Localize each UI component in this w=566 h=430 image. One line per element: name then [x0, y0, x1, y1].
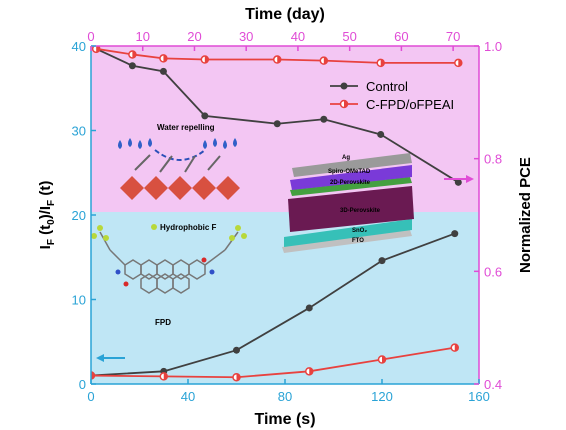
- chart1-control-point-5: [320, 115, 328, 123]
- chart0-c-fpd-ofpeai-point-5: [450, 343, 459, 352]
- layer-sno2-label: SnO₂: [352, 228, 367, 234]
- left-tick-label-4: 40: [72, 39, 86, 54]
- chart0-control-point-2: [233, 346, 240, 354]
- layer-2d-label: 2D-Perovskite: [330, 180, 371, 186]
- chart1-c-fpd-ofpeai-point-6: [376, 58, 385, 68]
- water-repelling-label: Water repelling: [157, 123, 215, 132]
- right-arrow-icon: [444, 175, 474, 183]
- chart1-control-point-4: [273, 120, 281, 128]
- fpd-molecule-inset: Hydrophobic F FPD: [91, 223, 247, 327]
- chart1-c-fpd-ofpeai-point-1: [128, 50, 137, 59]
- chart1-control-line: [95, 48, 459, 184]
- right-tick-label-1: 0.6: [484, 264, 502, 279]
- layer-spiro-label: Spiro-OMeTAD: [328, 169, 371, 175]
- chart1-c-fpd-ofpeai-point-3: [200, 55, 210, 64]
- repel-dashed-arc: [154, 149, 206, 161]
- bottom-tick-label-3: 120: [371, 389, 393, 404]
- chart1-control-point-7: [454, 178, 462, 186]
- chart0-c-fpd-ofpeai-point-1: [159, 372, 168, 381]
- top-tick-label-3: 30: [239, 29, 253, 44]
- chart1-control-point-3: [201, 112, 209, 120]
- top-tick-label-2: 20: [187, 29, 201, 44]
- chart1-control-point-6: [377, 130, 385, 138]
- left-tick-label-0: 0: [79, 377, 86, 392]
- chart0-c-fpd-ofpeai-point-3: [305, 367, 314, 376]
- fpd-molecule-icon: [99, 231, 239, 294]
- legend-cfpd-label: C-FPD/oFPEAI: [366, 97, 454, 112]
- chart1-control-point-2: [159, 67, 167, 75]
- series-layer: [91, 46, 463, 382]
- hydrophobic-f-dot: [151, 224, 157, 230]
- bottom-axis-title: Time (s): [254, 411, 315, 428]
- device-stack-inset: Ag Spiro-OMeTAD 2D-Perovskite 3D-Perovsk…: [282, 153, 414, 253]
- chart0-control-point-4: [378, 257, 386, 265]
- top-tick-label-4: 40: [291, 29, 305, 44]
- right-tick-label-3: 1.0: [484, 39, 502, 54]
- chart0-c-fpd-ofpeai-point-4: [377, 355, 387, 364]
- molecule-chains-icon: [134, 154, 221, 173]
- legend-control-marker: [340, 82, 348, 90]
- chart0-control-line: [91, 232, 456, 377]
- layer-fto-label: FTO: [352, 238, 364, 244]
- left-tick-label-3: 30: [72, 124, 86, 139]
- chart1-c-fpd-ofpeai-point-5: [319, 56, 329, 65]
- right-axis-title: Normalized PCE: [517, 157, 534, 273]
- water-droplets-icon: [118, 138, 237, 149]
- chart0-c-fpd-ofpeai-point-0: [91, 371, 96, 380]
- right-tick-label-0: 0.4: [484, 377, 502, 392]
- top-tick-label-6: 60: [394, 29, 408, 44]
- chart0-control-point-5: [451, 230, 459, 238]
- legend: Control C-FPD/oFPEAI: [330, 79, 454, 112]
- chart1-c-fpd-ofpeai-line: [96, 47, 459, 64]
- water-repelling-inset: Water repelling: [118, 123, 240, 200]
- left-tick-label-2: 20: [72, 208, 86, 223]
- top-tick-label-1: 10: [135, 29, 149, 44]
- bottom-tick-label-4: 160: [468, 389, 490, 404]
- left-axis-title: IF (t0)/IF (t): [37, 181, 57, 250]
- left-tick-label-1: 10: [72, 293, 86, 308]
- top-axis-title: Time (day): [245, 6, 325, 23]
- hydrophobic-f-label: Hydrophobic F: [160, 223, 217, 232]
- chart0-c-fpd-ofpeai-point-2: [232, 372, 241, 382]
- right-tick-label-2: 0.8: [484, 152, 502, 167]
- chart1-c-fpd-ofpeai-point-2: [159, 54, 168, 63]
- chart1-c-fpd-ofpeai-point-4: [272, 55, 282, 64]
- chart1-c-fpd-ofpeai-point-0: [91, 46, 101, 54]
- top-tick-label-0: 0: [87, 29, 94, 44]
- fpd-label: FPD: [155, 318, 171, 327]
- legend-control-label: Control: [366, 79, 408, 94]
- fluorine-atoms-icon: [91, 225, 247, 241]
- chart0-control-point-3: [305, 304, 313, 312]
- layer-ag-label: Ag: [342, 155, 350, 161]
- chart0-c-fpd-ofpeai-line: [91, 346, 455, 379]
- left-arrow-icon: [96, 354, 125, 362]
- bottom-tick-label-1: 40: [181, 389, 195, 404]
- heteroatoms-icon: [115, 257, 215, 287]
- chart1-c-fpd-ofpeai-point-7: [454, 58, 463, 68]
- layer-3d-label: 3D-Perovskite: [340, 208, 381, 214]
- perovskite-octahedra-icon: [120, 176, 240, 200]
- top-tick-label-7: 70: [446, 29, 460, 44]
- bottom-tick-label-2: 80: [278, 389, 292, 404]
- top-tick-label-5: 50: [342, 29, 356, 44]
- chart1-control-point-1: [128, 62, 136, 70]
- bottom-tick-label-0: 0: [87, 389, 94, 404]
